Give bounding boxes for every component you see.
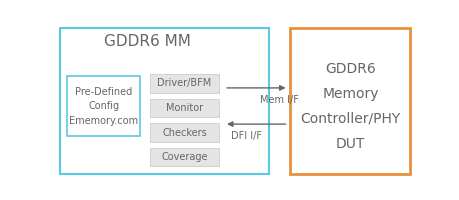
Bar: [150, 148, 218, 166]
Bar: [150, 99, 218, 117]
Text: DFI I/F: DFI I/F: [230, 131, 261, 141]
Bar: [150, 123, 218, 142]
Bar: [289, 28, 409, 174]
Bar: [60, 28, 269, 174]
Bar: [67, 76, 140, 136]
Text: Checkers: Checkers: [162, 128, 207, 138]
Text: Pre-Defined
Config
Ememory.com: Pre-Defined Config Ememory.com: [69, 87, 138, 126]
Text: Mem I/F: Mem I/F: [259, 95, 298, 105]
Bar: [150, 74, 218, 93]
Text: GDDR6 MM: GDDR6 MM: [104, 34, 191, 49]
Text: GDDR6
Memory
Controller/PHY
DUT: GDDR6 Memory Controller/PHY DUT: [300, 62, 400, 151]
Text: Monitor: Monitor: [166, 103, 203, 113]
Text: Driver/BFM: Driver/BFM: [157, 78, 211, 88]
Text: Coverage: Coverage: [161, 152, 207, 162]
